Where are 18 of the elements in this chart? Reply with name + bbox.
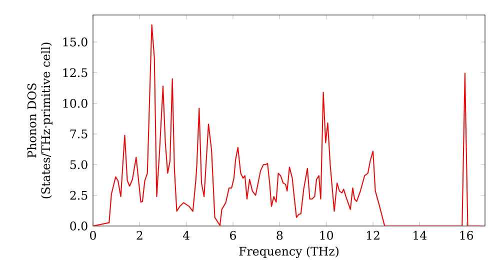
x-tick-label: 12	[366, 230, 380, 240]
y-tick-label: 0.0	[70, 222, 88, 230]
x-tick-label: 2	[136, 230, 142, 240]
y-tick-label: 2.5	[70, 190, 88, 200]
y-tick-label: 10.0	[63, 98, 88, 108]
x-tick-label: 14	[414, 230, 427, 240]
x-tick-label: 8	[276, 230, 283, 240]
x-tick-label: 16	[460, 230, 474, 240]
x-tick-label: 4	[182, 230, 190, 240]
y-tick-label: 7.5	[70, 130, 88, 138]
x-tick-label: 0	[90, 230, 96, 240]
x-tick-label: 10	[320, 230, 334, 240]
y-tick-label: 5.0	[70, 160, 88, 170]
x-axis-title: Frequency (THz)	[239, 246, 338, 258]
y-tick-label: 12.5	[63, 68, 88, 78]
x-tick-label: 6	[230, 230, 236, 240]
y-axis-title: Phonon DOS (States/THz·primitive cell)	[27, 42, 52, 198]
y-tick-label: 15.0	[63, 38, 88, 46]
